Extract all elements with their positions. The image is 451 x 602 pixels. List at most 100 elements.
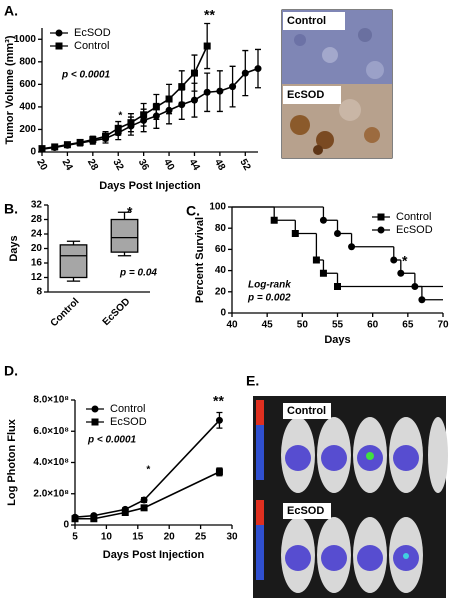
x-tick-label: Control bbox=[49, 296, 82, 329]
y-tick-label: 0 bbox=[63, 520, 69, 531]
y-tick-label: 400 bbox=[19, 102, 36, 113]
annotation: * bbox=[118, 111, 123, 122]
y-tick-label: 0 bbox=[220, 308, 226, 319]
marker bbox=[319, 216, 327, 224]
panel-label: D. bbox=[4, 363, 18, 379]
marker bbox=[63, 141, 71, 149]
annotation: p < 0.0001 bbox=[61, 70, 111, 81]
box bbox=[59, 244, 88, 279]
y-tick-label: 4.0×10⁸ bbox=[33, 457, 69, 468]
x-tick-label: 40 bbox=[226, 320, 238, 331]
marker bbox=[203, 42, 211, 50]
marker bbox=[90, 515, 98, 523]
annotation: * bbox=[402, 253, 408, 269]
legend-label: EcSOD bbox=[74, 27, 111, 39]
y-tick-label: 40 bbox=[215, 265, 227, 276]
series-line bbox=[41, 67, 259, 150]
image-label: EcSOD bbox=[287, 505, 324, 517]
marker bbox=[216, 87, 224, 95]
x-tick-label: 10 bbox=[101, 532, 113, 543]
box bbox=[110, 218, 139, 253]
legend-label: Control bbox=[396, 211, 431, 223]
marker bbox=[121, 509, 129, 516]
marker bbox=[76, 138, 84, 146]
x-tick-label: 48 bbox=[212, 157, 227, 173]
x-tick-label: 32 bbox=[110, 157, 125, 173]
y-tick-label: 32 bbox=[31, 200, 43, 211]
annotation: p = 0.04 bbox=[119, 268, 157, 279]
marker bbox=[140, 496, 148, 504]
x-tick-label: 24 bbox=[60, 157, 75, 173]
x-tick-label: 70 bbox=[437, 320, 449, 331]
marker bbox=[390, 256, 398, 264]
marker bbox=[127, 119, 135, 127]
y-tick-label: 100 bbox=[209, 202, 226, 213]
legend-label: EcSOD bbox=[110, 416, 147, 428]
histology-image bbox=[281, 9, 393, 159]
annotation: ** bbox=[204, 7, 215, 23]
legend-label: EcSOD bbox=[396, 224, 433, 236]
marker bbox=[91, 418, 99, 426]
y-tick-label: 28 bbox=[31, 214, 43, 225]
y-tick-label: 2.0×10⁸ bbox=[33, 488, 69, 499]
y-tick-label: 1000 bbox=[14, 34, 37, 45]
y-tick-label: 60 bbox=[215, 244, 227, 255]
x-axis-label: Days Post Injection bbox=[99, 180, 201, 192]
panel-label: C. bbox=[186, 203, 200, 219]
marker bbox=[38, 145, 46, 153]
y-axis-label: Log Photon Flux bbox=[6, 418, 18, 506]
x-tick-label: 30 bbox=[226, 532, 238, 543]
marker bbox=[334, 283, 341, 290]
x-axis-label: Days Post Injection bbox=[103, 549, 205, 561]
y-tick-label: 0 bbox=[30, 147, 36, 158]
panel-label: B. bbox=[4, 201, 18, 217]
marker bbox=[190, 96, 198, 104]
annotation: p < 0.0001 bbox=[87, 435, 137, 446]
marker bbox=[411, 283, 419, 290]
marker bbox=[377, 213, 385, 221]
image-label: EcSOD bbox=[287, 89, 324, 101]
annotation: Log-rank bbox=[248, 280, 291, 291]
marker bbox=[215, 468, 223, 476]
y-tick-label: 600 bbox=[19, 79, 36, 90]
x-tick-label: 50 bbox=[297, 320, 309, 331]
series-line bbox=[75, 471, 220, 520]
x-tick-label: 55 bbox=[332, 320, 344, 331]
x-tick-label: 5 bbox=[72, 532, 78, 543]
marker bbox=[270, 216, 278, 224]
y-tick-label: 8.0×10⁸ bbox=[33, 395, 69, 406]
x-tick-label: 45 bbox=[262, 320, 274, 331]
marker bbox=[203, 88, 211, 96]
y-axis-label: Days bbox=[8, 235, 20, 261]
marker bbox=[312, 256, 320, 264]
y-tick-label: 16 bbox=[31, 258, 43, 269]
y-axis-label: Tumor Volume (mm³) bbox=[4, 35, 16, 144]
marker bbox=[140, 504, 148, 512]
y-tick-label: 20 bbox=[215, 286, 227, 297]
y-tick-label: 8 bbox=[36, 287, 42, 298]
x-tick-label: 65 bbox=[402, 320, 414, 331]
x-tick-label: 40 bbox=[161, 157, 176, 173]
legend-label: Control bbox=[110, 403, 145, 415]
panel-label: E. bbox=[246, 373, 259, 389]
marker bbox=[89, 136, 97, 144]
imaging-image bbox=[253, 396, 448, 598]
image-label: Control bbox=[287, 15, 326, 27]
marker bbox=[165, 95, 173, 103]
marker bbox=[291, 230, 299, 237]
marker bbox=[241, 69, 249, 77]
x-tick-label: EcSOD bbox=[101, 296, 133, 328]
marker bbox=[215, 416, 223, 424]
y-tick-label: 800 bbox=[19, 56, 36, 67]
marker bbox=[140, 111, 148, 119]
marker bbox=[397, 269, 405, 277]
x-tick-label: 28 bbox=[85, 157, 100, 173]
panel-label: A. bbox=[4, 3, 18, 19]
marker bbox=[91, 405, 99, 413]
x-tick-label: 20 bbox=[164, 532, 176, 543]
x-tick-label: 60 bbox=[367, 320, 379, 331]
legend-label: Control bbox=[74, 40, 109, 52]
marker bbox=[114, 124, 122, 132]
y-tick-label: 24 bbox=[31, 229, 43, 240]
